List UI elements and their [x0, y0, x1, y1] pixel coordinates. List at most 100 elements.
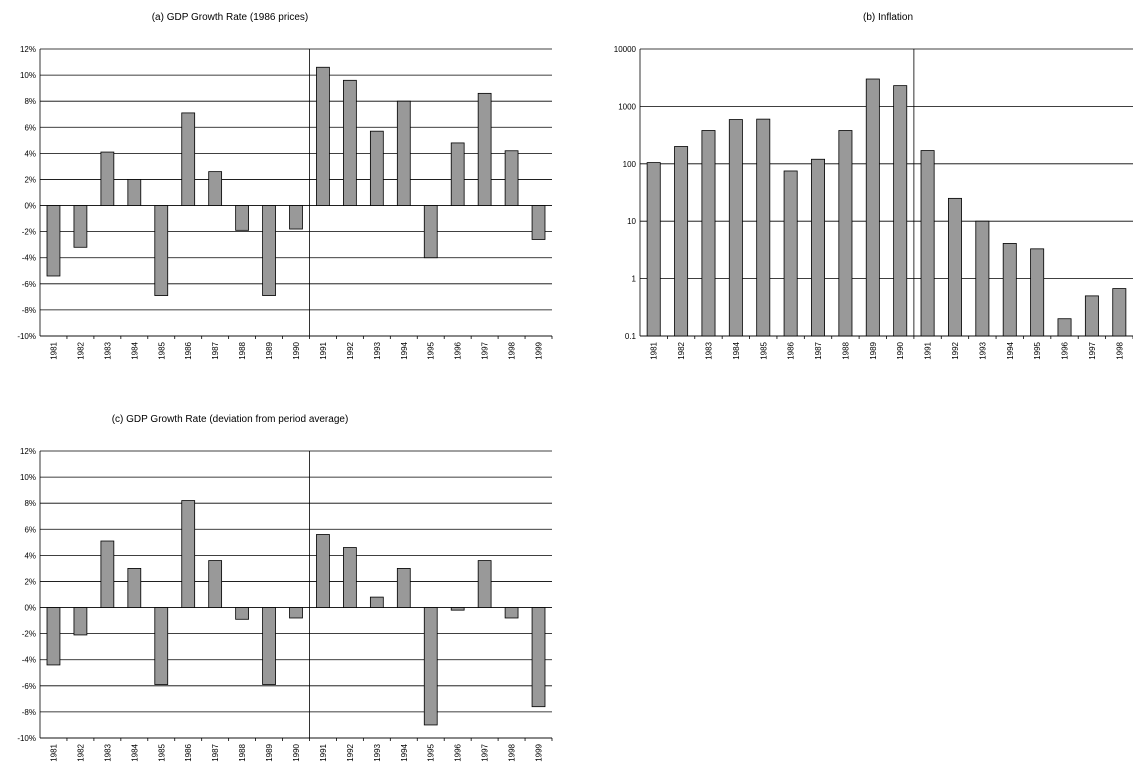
x-tick-label: 1988 [238, 341, 247, 359]
y-tick-label: 12% [20, 447, 36, 456]
bar-1997 [1084, 295, 1099, 337]
x-tick-label: 1997 [481, 341, 490, 359]
x-tick-label: 1982 [677, 341, 686, 359]
x-tick-label: 1982 [76, 743, 85, 761]
bar-1995 [1030, 248, 1045, 337]
bar-1989 [865, 78, 880, 337]
x-tick-label: 1987 [814, 341, 823, 359]
y-tick-label: -2% [22, 630, 36, 639]
bar-1981 [46, 607, 61, 666]
y-tick-label: 0.1 [625, 332, 637, 341]
x-tick-label: 1998 [508, 341, 517, 359]
bar-1994 [396, 568, 411, 608]
x-tick-label: 1986 [184, 341, 193, 359]
bar-1989 [262, 607, 276, 685]
bar-1997 [477, 560, 492, 608]
bar-1993 [369, 596, 384, 608]
x-tick-label: 1987 [211, 341, 220, 359]
y-tick-label: 8% [24, 499, 36, 508]
x-tick-label: 1995 [427, 743, 436, 761]
bar-1988 [838, 130, 853, 337]
x-tick-label: 1990 [292, 743, 301, 761]
y-tick-label: 0% [24, 604, 36, 613]
bar-1984 [127, 179, 142, 206]
bar-1999 [531, 607, 546, 708]
chart-inflation: (b) Inflation 0.1 1 10 100 1000 10000 1981 1982… [614, 12, 1133, 360]
x-tick-label: 1987 [211, 743, 220, 761]
y-tick-label: -10% [17, 734, 36, 743]
bar-1988 [235, 205, 249, 231]
x-tick-label: 1997 [481, 743, 490, 761]
bar-1984 [127, 568, 142, 608]
x-tick-label: 1990 [896, 341, 905, 359]
bar-1985 [154, 607, 169, 685]
bar-1991 [316, 534, 330, 608]
x-tick-label: 1993 [373, 341, 382, 359]
x-tick-label: 1996 [454, 341, 463, 359]
x-tick-label: 1981 [49, 341, 58, 359]
bar-1993 [369, 130, 384, 206]
x-tick-label: 1999 [535, 341, 544, 359]
x-tick-label: 1985 [157, 743, 166, 761]
y-tick-label: 10% [20, 473, 36, 482]
chart-title: (a) GDP Growth Rate (1986 prices) [152, 12, 309, 23]
bar-1990 [289, 205, 303, 230]
bar-1986 [181, 500, 196, 608]
bar-1991 [316, 66, 330, 206]
x-tick-label: 1994 [400, 743, 409, 761]
x-tick-label: 1986 [787, 341, 796, 359]
bar-1990 [289, 607, 303, 619]
x-tick-label: 1996 [454, 743, 463, 761]
x-tick-label: 1996 [1061, 341, 1070, 359]
bar-1981 [646, 162, 661, 337]
chart-gdp-deviation: (c) GDP Growth Rate (deviation from peri… [17, 414, 553, 762]
bar-1992 [343, 79, 357, 206]
y-tick-label: -10% [17, 332, 36, 341]
x-tick-label: 1986 [184, 743, 193, 761]
bar-1983 [100, 540, 115, 608]
x-tick-label: 1993 [373, 743, 382, 761]
bar-1997 [477, 92, 492, 206]
bar-1982 [674, 146, 689, 337]
x-tick-label: 1989 [265, 743, 274, 761]
x-tick-label: 1991 [319, 341, 328, 359]
y-tick-label: 10000 [614, 45, 637, 54]
x-tick-label: 1990 [292, 341, 301, 359]
y-tick-label: 1000 [618, 102, 636, 111]
x-tick-label: 1983 [103, 743, 112, 761]
y-tick-label: -2% [22, 228, 36, 237]
bar-1987 [811, 158, 826, 337]
x-tick-label: 1984 [732, 341, 741, 359]
x-tick-label: 1999 [535, 743, 544, 761]
bar-1994 [1002, 243, 1017, 337]
x-tick-label: 1988 [841, 341, 850, 359]
x-tick-label: 1988 [238, 743, 247, 761]
bar-1994 [396, 100, 411, 206]
x-tick-label: 1981 [650, 341, 659, 359]
bar-1984 [728, 119, 743, 337]
bar-1996 [1057, 318, 1072, 337]
bar-1989 [262, 205, 276, 296]
bar-1998 [1112, 288, 1127, 337]
x-tick-label: 1995 [427, 341, 436, 359]
bar-1985 [154, 205, 169, 296]
y-tick-label: -8% [22, 708, 36, 717]
bar-1998 [504, 607, 519, 619]
bar-1993 [975, 220, 990, 337]
y-tick-label: 4% [24, 149, 36, 158]
x-tick-label: 1981 [49, 743, 58, 761]
x-tick-label: 1989 [869, 341, 878, 359]
y-tick-label: 12% [20, 45, 36, 54]
bar-1995 [423, 205, 438, 259]
x-tick-label: 1983 [704, 341, 713, 359]
bar-1988 [235, 607, 249, 620]
bar-1995 [423, 607, 438, 726]
x-tick-label: 1994 [1006, 341, 1015, 359]
bar-1985 [756, 118, 771, 337]
y-tick-label: 6% [24, 123, 36, 132]
chart-title: (b) Inflation [863, 12, 913, 23]
chart-gdp-growth: (a) GDP Growth Rate (1986 prices) -10% -8… [17, 12, 553, 360]
x-tick-label: 1984 [130, 743, 139, 761]
y-tick-label: -4% [22, 254, 36, 263]
